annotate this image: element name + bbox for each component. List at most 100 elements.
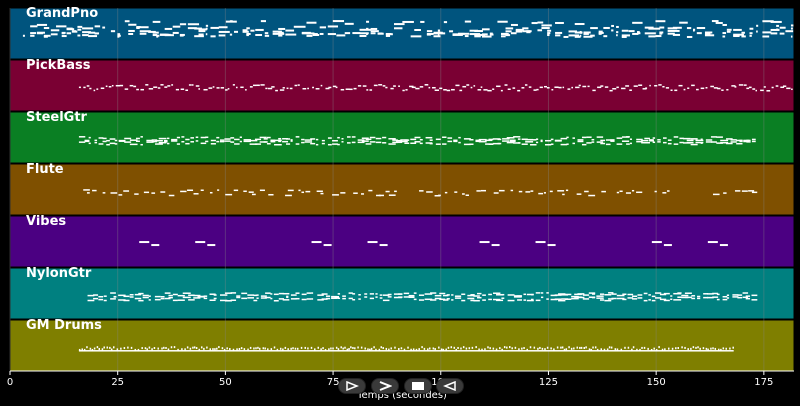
note xyxy=(632,21,643,24)
note xyxy=(272,30,282,33)
note xyxy=(632,32,639,35)
note xyxy=(321,293,328,295)
note xyxy=(198,33,204,36)
note xyxy=(598,30,603,33)
play-button[interactable] xyxy=(338,378,366,394)
note xyxy=(160,296,165,298)
note xyxy=(674,89,678,92)
note xyxy=(332,194,339,196)
note xyxy=(101,348,104,351)
note xyxy=(172,299,178,302)
note xyxy=(745,295,751,297)
note xyxy=(752,88,756,90)
note xyxy=(164,292,171,294)
note xyxy=(98,137,104,139)
note xyxy=(200,136,207,139)
note xyxy=(393,27,403,30)
x-axis-label: Temps (secondes) xyxy=(356,390,447,401)
note xyxy=(510,189,514,192)
note xyxy=(251,193,256,196)
note xyxy=(560,143,568,146)
note xyxy=(225,89,228,91)
note xyxy=(243,139,251,141)
note xyxy=(439,298,446,301)
note xyxy=(596,136,604,138)
note xyxy=(273,293,279,296)
note xyxy=(588,292,596,294)
note xyxy=(87,294,95,297)
note xyxy=(118,299,126,301)
stop-button[interactable] xyxy=(404,378,432,394)
note xyxy=(96,88,99,90)
note xyxy=(78,348,81,351)
note xyxy=(710,85,714,88)
note xyxy=(306,34,313,37)
note xyxy=(285,33,297,36)
note xyxy=(578,84,581,87)
note xyxy=(187,27,197,30)
note xyxy=(200,346,203,349)
note xyxy=(253,299,258,302)
note xyxy=(170,346,173,349)
note xyxy=(475,140,481,143)
note xyxy=(464,35,469,38)
note xyxy=(146,348,148,351)
note xyxy=(430,292,437,294)
note xyxy=(154,295,161,298)
rewind-icon xyxy=(443,381,456,391)
note xyxy=(249,346,252,349)
note xyxy=(521,347,523,350)
note xyxy=(722,298,728,301)
forward-button[interactable] xyxy=(371,378,399,394)
note xyxy=(611,24,614,27)
note xyxy=(470,299,475,302)
note xyxy=(568,30,577,33)
note xyxy=(515,28,524,31)
note xyxy=(443,299,449,301)
note xyxy=(404,139,410,141)
note xyxy=(726,138,733,140)
note xyxy=(733,28,742,31)
note xyxy=(190,137,194,139)
note xyxy=(375,137,382,140)
note xyxy=(98,348,101,351)
note xyxy=(140,143,143,146)
note xyxy=(716,142,723,144)
note xyxy=(582,294,590,296)
note xyxy=(306,298,312,300)
note xyxy=(543,85,548,88)
note xyxy=(748,190,755,192)
note xyxy=(255,28,264,31)
note xyxy=(600,139,606,142)
track-lane-gm-drums xyxy=(9,319,795,372)
note xyxy=(637,32,640,35)
note xyxy=(301,141,305,144)
note xyxy=(385,347,388,350)
note xyxy=(577,140,584,143)
note xyxy=(89,87,92,90)
note xyxy=(501,348,503,351)
track-lanes xyxy=(9,7,795,372)
note xyxy=(515,30,523,33)
note xyxy=(394,190,397,193)
note xyxy=(531,22,538,25)
note xyxy=(254,143,262,145)
note xyxy=(317,346,320,349)
stop-icon xyxy=(412,382,424,390)
note xyxy=(693,29,695,32)
note xyxy=(134,297,142,300)
note xyxy=(193,297,201,299)
note xyxy=(690,347,692,350)
rewind-button[interactable] xyxy=(436,378,464,394)
note xyxy=(631,189,635,192)
note xyxy=(257,346,259,349)
note xyxy=(414,141,421,143)
note xyxy=(66,32,72,35)
note xyxy=(447,140,453,143)
note xyxy=(592,346,594,349)
note xyxy=(118,294,126,297)
note xyxy=(151,192,156,194)
note xyxy=(377,32,383,35)
note xyxy=(443,294,449,297)
note xyxy=(312,33,318,36)
